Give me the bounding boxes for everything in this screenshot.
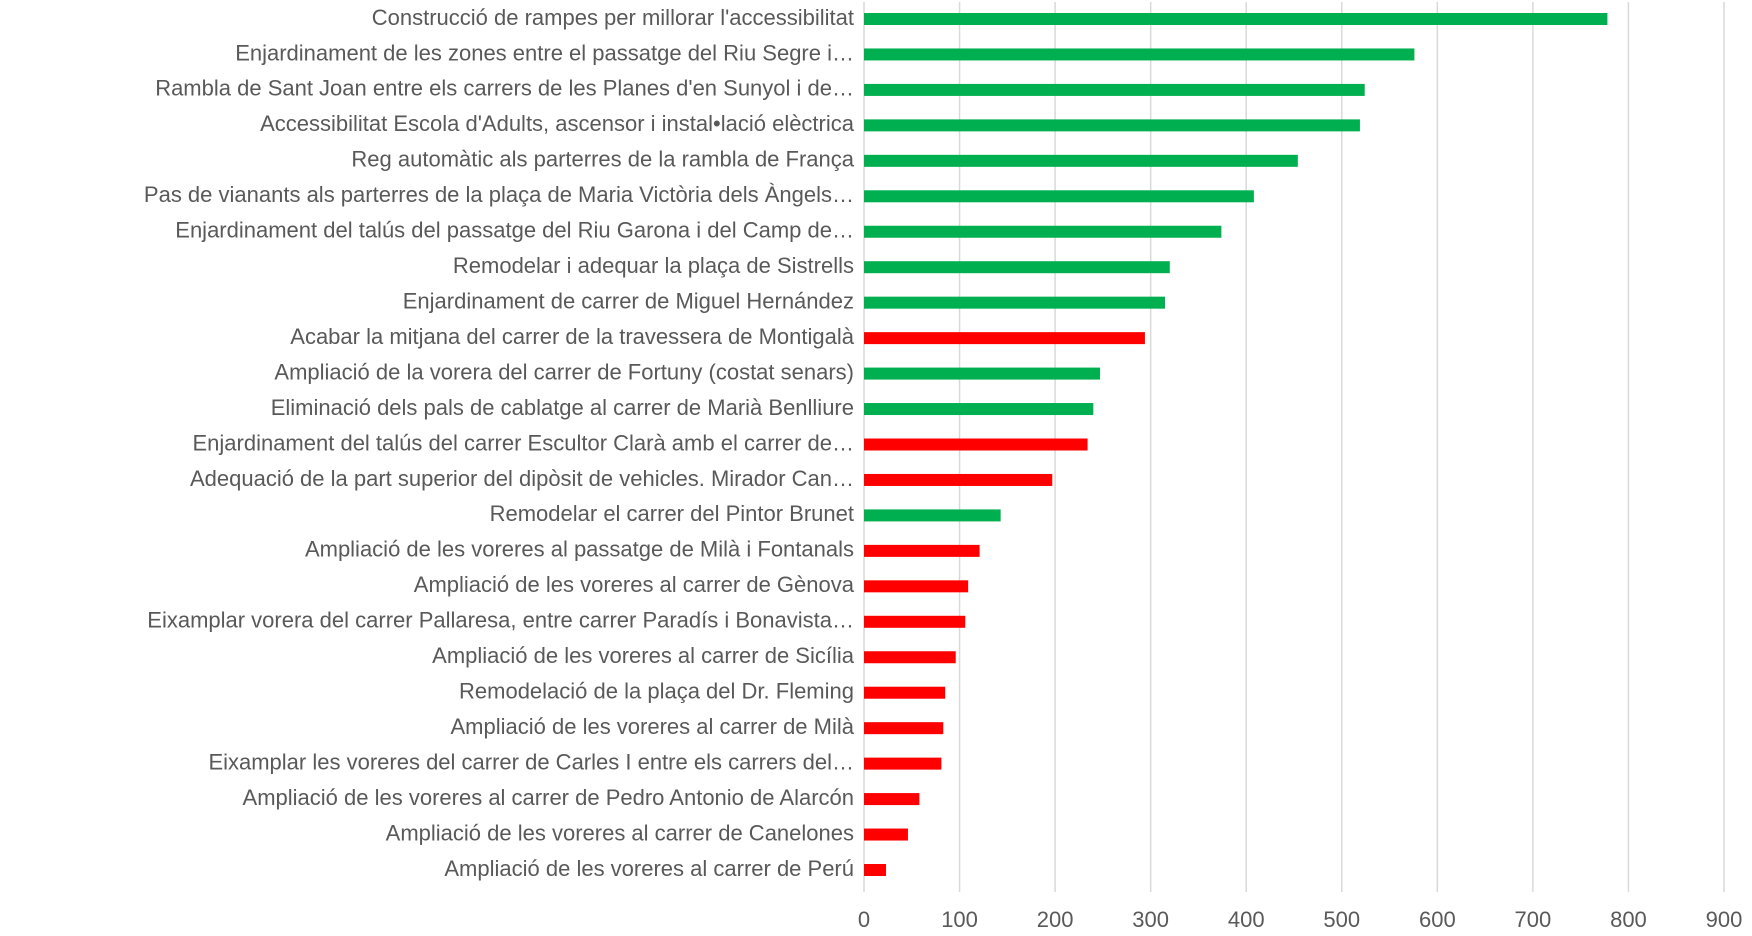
bar — [864, 403, 1094, 416]
x-tick-label: 200 — [1037, 907, 1074, 932]
y-tick-label: Reg automàtic als parterres de la rambla… — [351, 147, 854, 172]
y-tick-label: Remodelació de la plaça del Dr. Fleming — [459, 679, 854, 704]
y-tick-label: Enjardinament del talús del carrer Escul… — [192, 430, 854, 455]
y-tick-label: Ampliació de les voreres al carrer de Pe… — [243, 785, 854, 810]
bar — [864, 83, 1365, 96]
bar — [864, 793, 920, 806]
y-tick-label: Remodelar i adequar la plaça de Sistrell… — [453, 253, 854, 278]
y-tick-label: Ampliació de les voreres al carrer de Ca… — [386, 820, 854, 845]
y-tick-label: Construcció de rampes per millorar l'acc… — [372, 5, 854, 30]
bar — [864, 722, 944, 735]
bar — [864, 509, 1001, 522]
y-tick-label: Ampliació de les voreres al passatge de … — [305, 537, 854, 562]
y-tick-label: Ampliació de les voreres al carrer de Si… — [432, 643, 855, 668]
x-tick-label: 800 — [1610, 907, 1647, 932]
x-tick-label: 0 — [858, 907, 870, 932]
x-tick-label: 900 — [1706, 907, 1743, 932]
bar — [864, 828, 908, 841]
y-tick-label: Enjardinament del talús del passatge del… — [175, 218, 854, 243]
bar — [864, 332, 1145, 345]
y-tick-label: Ampliació de les voreres al carrer de Gè… — [414, 572, 855, 597]
y-tick-label: Enjardinament de les zones entre el pass… — [235, 40, 854, 65]
x-tick-label: 100 — [941, 907, 978, 932]
bar — [864, 686, 946, 699]
x-tick-label: 500 — [1323, 907, 1360, 932]
bar — [864, 473, 1053, 486]
bar — [864, 13, 1608, 25]
bar — [864, 190, 1254, 203]
y-tick-label: Ampliació de les voreres al carrer de Mi… — [451, 714, 855, 739]
x-tick-label: 600 — [1419, 907, 1456, 932]
y-tick-label: Acabar la mitjana del carrer de la trave… — [290, 324, 854, 349]
bar — [864, 367, 1101, 380]
y-tick-label: Eliminació dels pals de cablatge al carr… — [271, 395, 854, 420]
y-tick-label: Accessibilitat Escola d'Adults, ascensor… — [260, 111, 855, 136]
bar — [864, 261, 1170, 274]
x-tick-label: 700 — [1515, 907, 1552, 932]
bar — [864, 580, 969, 593]
y-tick-label: Eixamplar les voreres del carrer de Carl… — [208, 749, 854, 774]
y-tick-label: Enjardinament de carrer de Miguel Hernán… — [403, 288, 854, 313]
bar — [864, 615, 966, 628]
bar — [864, 225, 1222, 238]
y-tick-label: Pas de vianants als parterres de la plaç… — [144, 182, 854, 207]
bar — [864, 438, 1088, 451]
y-tick-label: Remodelar el carrer del Pintor Brunet — [490, 501, 854, 526]
x-tick-label: 300 — [1132, 907, 1169, 932]
bar — [864, 544, 980, 557]
bar — [864, 864, 886, 876]
x-tick-label: 400 — [1228, 907, 1265, 932]
bar — [864, 296, 1165, 309]
bar — [864, 48, 1415, 61]
y-tick-label: Ampliació de la vorera del carrer de For… — [274, 359, 854, 384]
bar — [864, 651, 956, 664]
y-tick-label: Rambla de Sant Joan entre els carrers de… — [155, 76, 854, 101]
bar — [864, 757, 942, 770]
y-tick-label: Ampliació de les voreres al carrer de Pe… — [444, 856, 854, 881]
bar — [864, 154, 1298, 167]
bar — [864, 119, 1360, 132]
y-tick-label: Adequació de la part superior del dipòsi… — [190, 466, 854, 491]
y-tick-label: Eixamplar vorera del carrer Pallaresa, e… — [147, 608, 854, 633]
